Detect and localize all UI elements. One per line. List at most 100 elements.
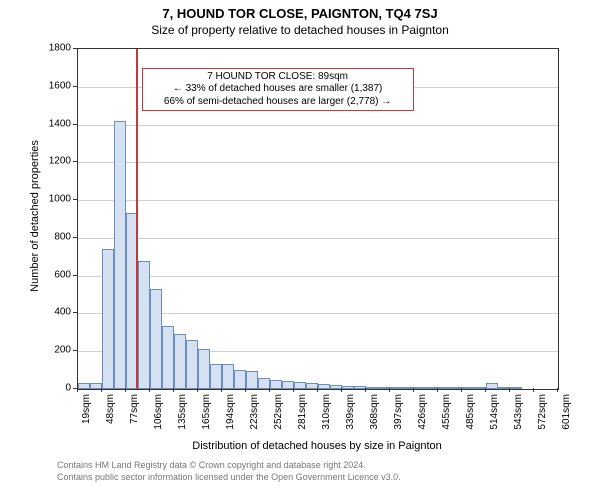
x-tick-label: 19sqm xyxy=(81,394,92,438)
x-tick-label: 426sqm xyxy=(417,394,428,438)
reference-line xyxy=(136,49,138,389)
gridline xyxy=(78,238,558,239)
histogram-bar xyxy=(210,364,222,390)
histogram-bar xyxy=(270,380,282,389)
x-tick-mark xyxy=(365,388,366,392)
x-tick-label: 252sqm xyxy=(273,394,284,438)
histogram-bar xyxy=(318,384,330,389)
y-tick-mark xyxy=(73,237,77,238)
gridline xyxy=(78,125,558,126)
x-tick-label: 165sqm xyxy=(201,394,212,438)
y-tick-label: 1800 xyxy=(49,43,71,54)
histogram-bar xyxy=(414,387,426,389)
gridline xyxy=(78,276,558,277)
x-tick-label: 485sqm xyxy=(465,394,476,438)
histogram-bar xyxy=(462,387,474,389)
histogram-bar xyxy=(78,383,90,389)
page-title: 7, HOUND TOR CLOSE, PAIGNTON, TQ4 7SJ xyxy=(0,0,600,21)
histogram-bar xyxy=(342,386,354,389)
y-tick-mark xyxy=(73,350,77,351)
histogram-bar xyxy=(162,326,174,389)
x-tick-label: 514sqm xyxy=(489,394,500,438)
x-tick-mark xyxy=(173,388,174,392)
x-tick-mark xyxy=(317,388,318,392)
y-tick-label: 0 xyxy=(65,383,71,394)
x-tick-mark xyxy=(245,388,246,392)
histogram-bar xyxy=(138,261,150,389)
x-tick-mark xyxy=(485,388,486,392)
y-tick-mark xyxy=(73,48,77,49)
histogram-bar xyxy=(246,371,258,389)
x-tick-label: 194sqm xyxy=(225,394,236,438)
histogram-bar xyxy=(486,383,498,389)
y-tick-mark xyxy=(73,161,77,162)
y-tick-label: 200 xyxy=(54,345,71,356)
histogram-bar xyxy=(366,387,378,389)
x-tick-label: 106sqm xyxy=(153,394,164,438)
x-tick-mark xyxy=(509,388,510,392)
histogram-chart: 7 HOUND TOR CLOSE: 89sqm← 33% of detache… xyxy=(77,48,559,390)
histogram-bar xyxy=(150,289,162,389)
histogram-bar xyxy=(510,387,522,389)
histogram-bar xyxy=(438,387,450,389)
y-tick-label: 1600 xyxy=(49,80,71,91)
y-tick-label: 1200 xyxy=(49,156,71,167)
y-tick-mark xyxy=(73,199,77,200)
x-tick-mark xyxy=(269,388,270,392)
annotation-line: ← 33% of detached houses are smaller (1,… xyxy=(147,83,409,96)
x-tick-mark xyxy=(413,388,414,392)
y-tick-mark xyxy=(73,86,77,87)
x-tick-label: 572sqm xyxy=(537,394,548,438)
x-tick-label: 339sqm xyxy=(345,394,356,438)
footer-attribution-1: Contains HM Land Registry data © Crown c… xyxy=(57,460,366,470)
page-subtitle: Size of property relative to detached ho… xyxy=(0,21,600,37)
y-tick-mark xyxy=(73,312,77,313)
x-tick-mark xyxy=(293,388,294,392)
histogram-bar xyxy=(234,370,246,389)
x-tick-mark xyxy=(461,388,462,392)
x-tick-mark xyxy=(389,388,390,392)
histogram-bar xyxy=(222,364,234,389)
x-tick-label: 601sqm xyxy=(561,394,572,438)
x-tick-mark xyxy=(557,388,558,392)
histogram-bar xyxy=(390,387,402,389)
x-tick-mark xyxy=(197,388,198,392)
histogram-bar xyxy=(294,382,306,389)
histogram-bar xyxy=(174,334,186,389)
x-tick-mark xyxy=(125,388,126,392)
x-tick-label: 368sqm xyxy=(369,394,380,438)
x-tick-label: 77sqm xyxy=(129,394,140,438)
x-tick-mark xyxy=(149,388,150,392)
gridline xyxy=(78,200,558,201)
y-tick-label: 1000 xyxy=(49,194,71,205)
x-tick-label: 281sqm xyxy=(297,394,308,438)
x-tick-mark xyxy=(221,388,222,392)
x-tick-mark xyxy=(533,388,534,392)
x-tick-label: 310sqm xyxy=(321,394,332,438)
y-tick-mark xyxy=(73,124,77,125)
histogram-bar xyxy=(102,249,114,389)
histogram-bar xyxy=(114,121,126,389)
x-tick-label: 543sqm xyxy=(513,394,524,438)
x-tick-mark xyxy=(341,388,342,392)
x-tick-label: 455sqm xyxy=(441,394,452,438)
annotation-line: 7 HOUND TOR CLOSE: 89sqm xyxy=(147,71,409,84)
y-tick-label: 800 xyxy=(54,231,71,242)
x-tick-mark xyxy=(77,388,78,392)
footer-attribution-2: Contains public sector information licen… xyxy=(57,472,401,482)
x-tick-mark xyxy=(437,388,438,392)
histogram-bar xyxy=(186,340,198,389)
x-tick-label: 135sqm xyxy=(177,394,188,438)
y-tick-label: 1400 xyxy=(49,118,71,129)
x-tick-label: 397sqm xyxy=(393,394,404,438)
histogram-bar xyxy=(198,349,210,389)
y-tick-label: 600 xyxy=(54,269,71,280)
y-tick-label: 400 xyxy=(54,307,71,318)
y-tick-mark xyxy=(73,275,77,276)
x-axis-label: Distribution of detached houses by size … xyxy=(77,440,557,452)
annotation-box: 7 HOUND TOR CLOSE: 89sqm← 33% of detache… xyxy=(142,68,414,112)
x-tick-label: 223sqm xyxy=(249,394,260,438)
x-tick-mark xyxy=(101,388,102,392)
y-axis-label: Number of detached properties xyxy=(29,126,41,306)
x-tick-label: 48sqm xyxy=(105,394,116,438)
